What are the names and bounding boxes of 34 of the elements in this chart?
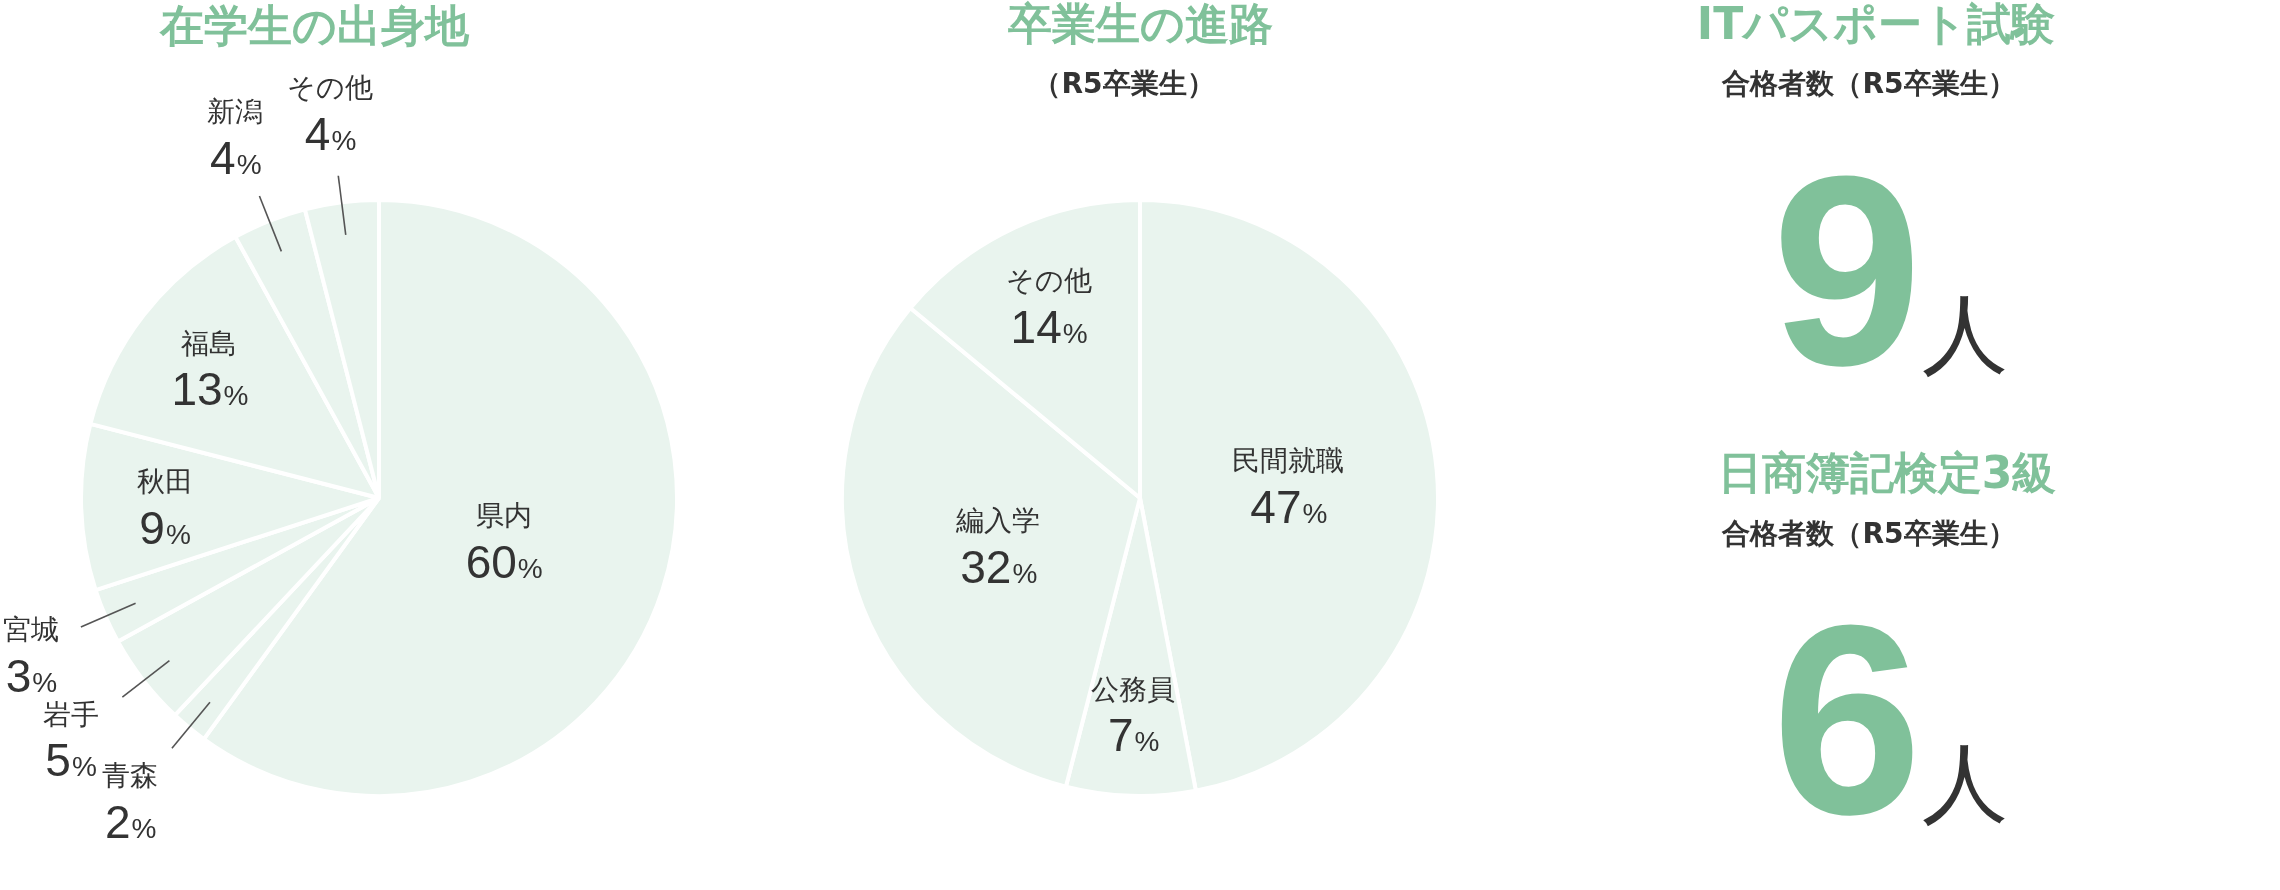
slice-label: 編入学 [955,504,1041,538]
slice-label: その他 [287,70,374,104]
text: 6 [1771,569,1923,870]
slice-label: 公務員 [1091,672,1176,706]
slice-label: 福島 [181,326,238,360]
data-label: 9% [139,501,191,554]
slice-label: 宮城 [3,613,59,647]
data-label: 5% [45,734,97,787]
slice-label: 新潟 [207,95,264,129]
data-label: 32% [960,541,1038,594]
data-label: 14% [1010,300,1088,353]
slice-label: 県内 [475,498,532,532]
data-label: 60% [465,535,543,588]
text: 人 [1922,733,2009,833]
data-label: 13% [171,363,249,416]
text: 9 [1771,120,1923,421]
data-label: 7% [1108,709,1160,762]
text: 日商簿記検定3級 [1717,447,2057,498]
data-label: 4% [304,107,357,160]
data-label: 2% [104,795,157,848]
slice-label: 青森 [102,759,159,793]
text: 合格者数（R5卒業生） [1722,517,2016,550]
slice-label: 岩手 [42,697,99,731]
data-label: 4% [210,132,262,185]
text: ITパスポート試験 [1696,0,2056,49]
slice-label: 秋田 [136,465,193,499]
slice-label: 民間就職 [1232,444,1345,478]
chart-subtitle: （R5卒業生） [1033,67,1215,100]
chart-title: 在学生の出身地 [159,0,469,51]
text: 人 [1922,284,2009,384]
chart-title: 卒業生の進路 [1007,0,1273,49]
slice-label: その他 [1005,264,1092,298]
text: 合格者数（R5卒業生） [1722,67,2016,100]
data-label: 47% [1250,480,1328,533]
